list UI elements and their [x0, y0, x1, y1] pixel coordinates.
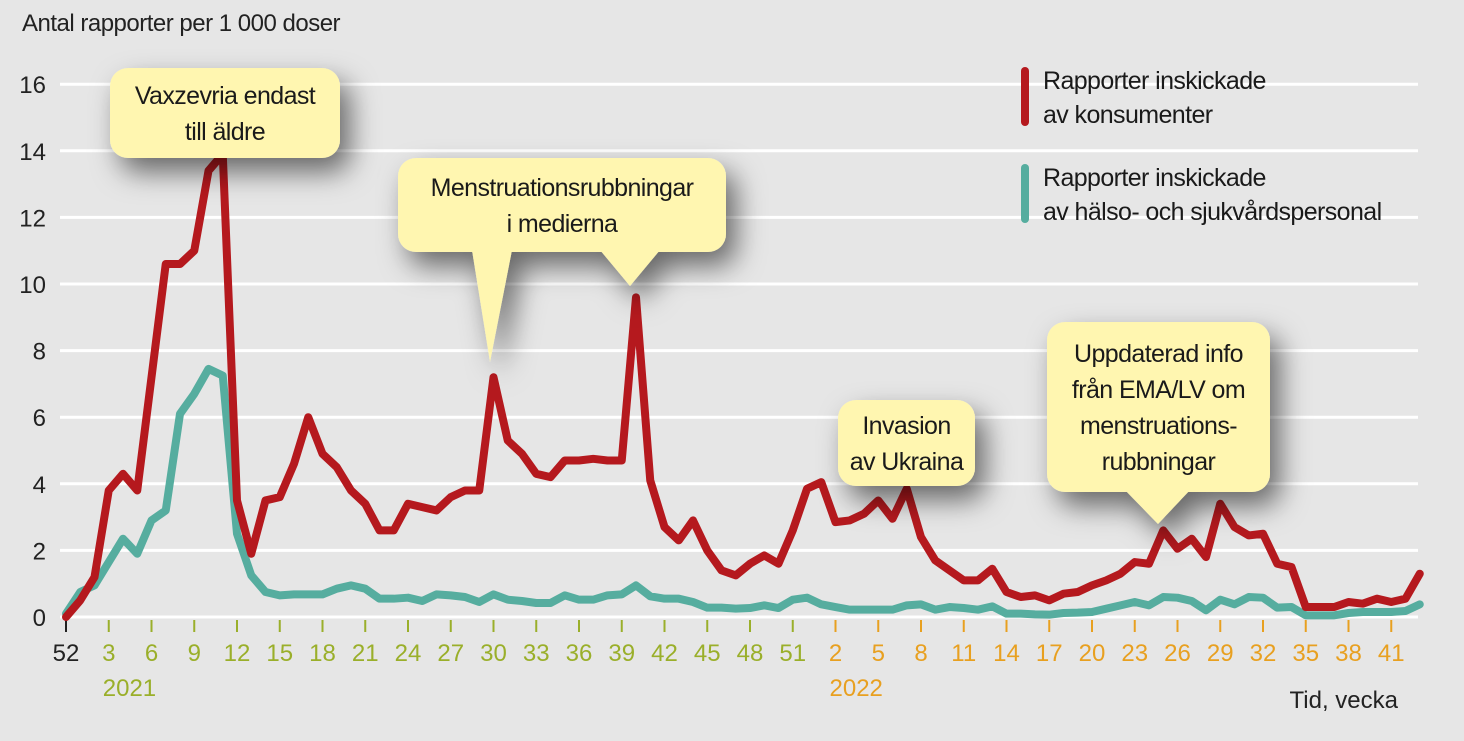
y-tick-labels: 0 2 4 6 8 10 12 14 16	[19, 72, 46, 632]
series-line-healthcare	[62, 364, 1424, 620]
x-tick-label: 3	[102, 640, 115, 667]
callout-pointer	[600, 250, 660, 286]
x-tick-label: 11	[951, 640, 976, 667]
x-tick-label: 38	[1335, 640, 1362, 667]
x-tick-label: 8	[914, 640, 927, 667]
x-axis-ticks: 52 3 6 9 12 15 18 21 24 27 30 33 36 39 42 45 48 51 2 5 8 11 14…	[53, 620, 1405, 702]
callout-text: i medierna	[507, 210, 618, 238]
callout-pointer	[472, 250, 512, 362]
x-tick-label: 15	[266, 640, 293, 667]
callout-pointer	[1125, 490, 1190, 524]
annotation-callout	[110, 68, 340, 158]
x-axis-title: Tid, vecka	[1290, 687, 1399, 714]
x-tick-label: 33	[523, 640, 550, 667]
annotations: Vaxzevria endast till äldre Menstruationsr…	[110, 68, 1270, 524]
callout-text: Invasion	[862, 412, 950, 440]
x-tick-label: 39	[608, 640, 635, 667]
legend-label: av konsumenter	[1043, 101, 1213, 129]
legend-label: Rapporter inskickade	[1043, 67, 1266, 95]
callout-text: menstruations-	[1080, 412, 1237, 440]
annotation-callout	[838, 400, 975, 486]
x-tick-label: 18	[309, 640, 336, 667]
series-lines	[62, 150, 1424, 621]
x-tick-label: 24	[395, 640, 422, 667]
x-tick-label: 35	[1292, 640, 1319, 667]
callout-box	[1047, 322, 1270, 492]
annotation-callout	[398, 158, 726, 362]
callout-text: från EMA/LV om	[1072, 376, 1245, 404]
annotation-callout	[1047, 322, 1270, 524]
x-tick-label: 2	[829, 640, 842, 667]
x-tick-label: 41	[1378, 640, 1405, 667]
callout-text: till äldre	[185, 118, 265, 146]
x-tick-label: 32	[1250, 640, 1277, 667]
x-tick-label: 20	[1079, 640, 1106, 667]
callout-text: rubbningar	[1102, 448, 1216, 476]
y-tick-label: 2	[33, 538, 46, 565]
y-tick-label: 8	[33, 339, 46, 366]
x-tick-label: 52	[53, 640, 80, 667]
x-tick-label: 27	[437, 640, 464, 667]
x-tick-label: 5	[872, 640, 885, 667]
y-tick-label: 14	[19, 139, 46, 166]
callout-text: Vaxzevria endast	[135, 82, 316, 110]
legend-label: av hälso- och sjukvårdspersonal	[1043, 198, 1382, 226]
year-label: 2021	[103, 675, 156, 702]
callout-text: Menstruationsrubbningar	[431, 174, 694, 202]
callout-text: av Ukraina	[850, 448, 964, 476]
legend: Rapporter inskickade av konsumenter Rappor…	[1021, 67, 1382, 226]
x-tick-label: 14	[993, 640, 1020, 667]
y-tick-label: 6	[33, 405, 46, 432]
y-tick-label: 16	[19, 72, 46, 99]
y-tick-label: 10	[19, 272, 46, 299]
series-line-consumers	[62, 150, 1424, 621]
x-tick-label: 29	[1207, 640, 1234, 667]
x-tick-label: 9	[188, 640, 201, 667]
x-tick-label: 36	[566, 640, 593, 667]
y-tick-label: 4	[33, 472, 46, 499]
y-tick-label: 0	[33, 605, 46, 632]
x-tick-label: 6	[145, 640, 158, 667]
x-tick-label: 45	[694, 640, 721, 667]
year-label: 2022	[830, 675, 883, 702]
x-tick-label: 17	[1036, 640, 1063, 667]
x-tick-label: 12	[224, 640, 251, 667]
x-tick-label: 26	[1164, 640, 1191, 667]
y-axis-title: Antal rapporter per 1 000 doser	[22, 10, 341, 37]
x-tick-label: 42	[651, 640, 678, 667]
callout-text: Uppdaterad info	[1074, 340, 1243, 368]
callout-box	[398, 158, 726, 252]
x-tick-label: 30	[480, 640, 507, 667]
callout-box	[838, 400, 975, 486]
callout-box	[110, 68, 340, 158]
x-tick-label: 21	[352, 640, 379, 667]
x-tick-label: 51	[779, 640, 806, 667]
y-tick-label: 12	[19, 205, 46, 232]
x-tick-label: 48	[737, 640, 764, 667]
legend-label: Rapporter inskickade	[1043, 164, 1266, 192]
x-tick-label: 23	[1121, 640, 1148, 667]
